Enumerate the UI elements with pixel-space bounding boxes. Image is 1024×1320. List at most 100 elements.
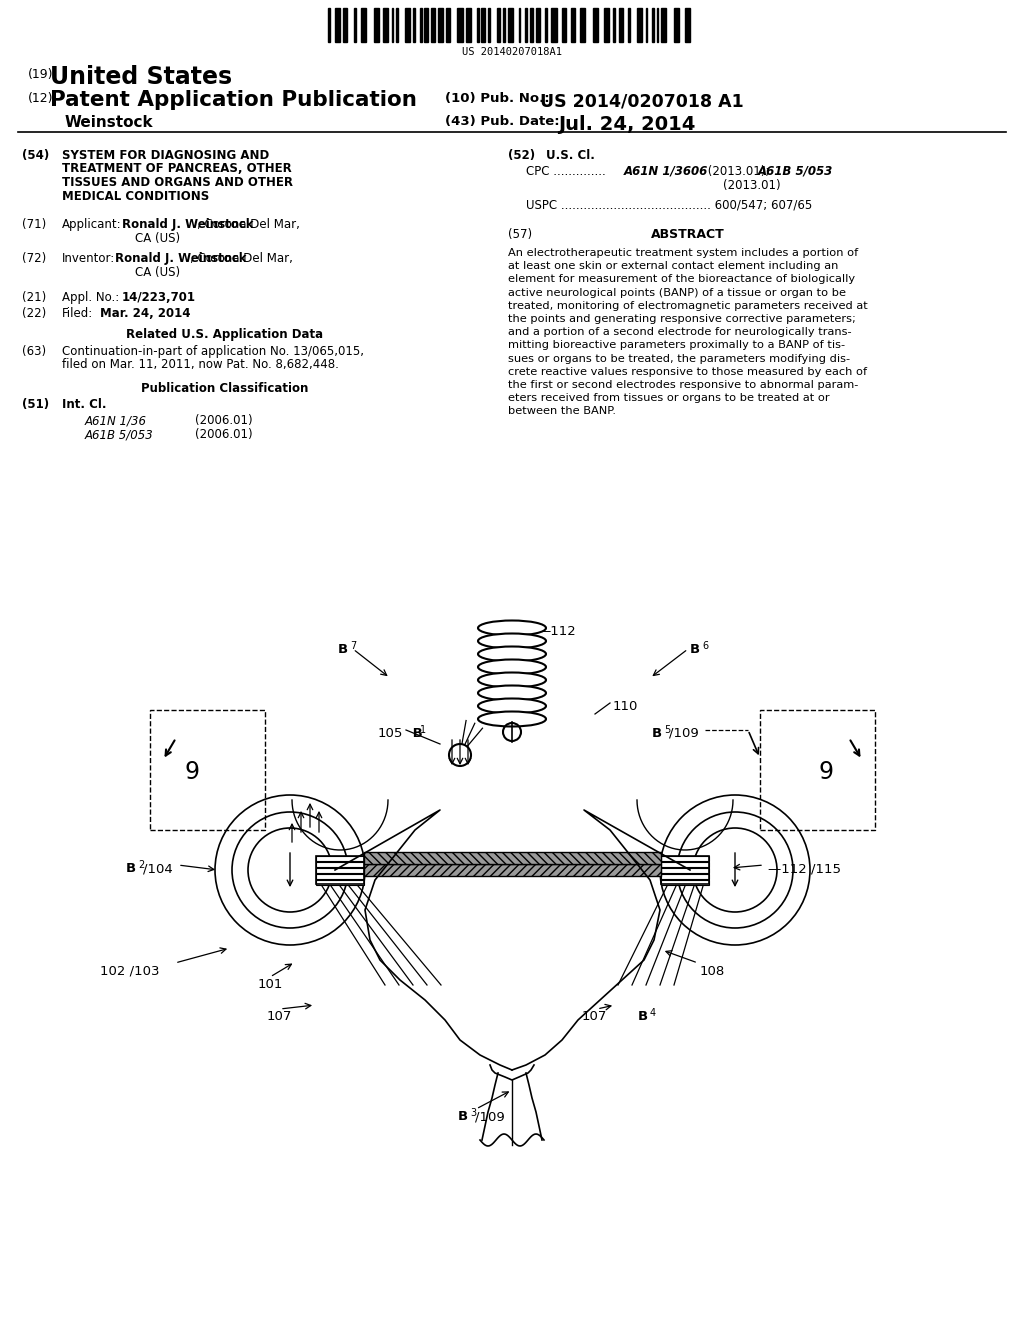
Text: 6: 6: [702, 642, 709, 651]
Text: (51): (51): [22, 399, 49, 411]
Text: TREATMENT OF PANCREAS, OTHER: TREATMENT OF PANCREAS, OTHER: [62, 162, 292, 176]
Bar: [383, 8, 388, 42]
Text: eters received from tissues or organs to be treated at or: eters received from tissues or organs to…: [508, 393, 829, 403]
Text: 108: 108: [700, 965, 725, 978]
Text: the points and generating responsive corrective parameters;: the points and generating responsive cor…: [508, 314, 856, 323]
Bar: [562, 8, 566, 42]
Text: Ronald J. Weinstock: Ronald J. Weinstock: [122, 218, 254, 231]
Bar: [335, 8, 340, 42]
Text: U.S. Cl.: U.S. Cl.: [546, 149, 595, 162]
Ellipse shape: [478, 685, 546, 701]
Text: (19): (19): [28, 69, 53, 81]
Text: Weinstock: Weinstock: [65, 115, 154, 129]
Bar: [662, 880, 709, 884]
Text: (52): (52): [508, 149, 536, 162]
Text: and a portion of a second electrode for neurologically trans-: and a portion of a second electrode for …: [508, 327, 852, 337]
Bar: [316, 869, 364, 873]
Bar: [150, 710, 265, 830]
Text: (43) Pub. Date:: (43) Pub. Date:: [445, 115, 560, 128]
Bar: [316, 880, 364, 884]
Text: US 2014/0207018 A1: US 2014/0207018 A1: [540, 92, 743, 110]
Text: B: B: [126, 862, 136, 875]
Text: , Corona Del Mar,: , Corona Del Mar,: [122, 218, 300, 231]
Bar: [404, 8, 410, 42]
Text: 9: 9: [818, 760, 833, 784]
Text: 107: 107: [267, 1010, 293, 1023]
Text: Patent Application Publication: Patent Application Publication: [50, 90, 417, 110]
Text: 4: 4: [650, 1008, 656, 1018]
Bar: [364, 865, 662, 876]
Text: Ep: Ep: [492, 620, 511, 634]
Text: Filed:: Filed:: [62, 308, 93, 319]
Text: (12): (12): [28, 92, 53, 106]
Text: crete reactive values responsive to those measured by each of: crete reactive values responsive to thos…: [508, 367, 867, 376]
Text: (10) Pub. No.:: (10) Pub. No.:: [445, 92, 550, 106]
Text: (2013.01);: (2013.01);: [705, 165, 773, 178]
Text: treated, monitoring of electromagnetic parameters received at: treated, monitoring of electromagnetic p…: [508, 301, 867, 310]
Bar: [316, 855, 364, 884]
Bar: [316, 874, 364, 879]
Text: 5: 5: [664, 725, 671, 735]
Text: Int. Cl.: Int. Cl.: [62, 399, 106, 411]
Text: Continuation-in-part of application No. 13/065,015,: Continuation-in-part of application No. …: [62, 345, 364, 358]
Bar: [628, 8, 630, 42]
Text: United States: United States: [50, 65, 232, 88]
Bar: [481, 8, 485, 42]
Bar: [477, 8, 479, 42]
Bar: [328, 8, 330, 42]
Bar: [424, 8, 428, 42]
Text: 105: 105: [378, 727, 403, 741]
Text: 9: 9: [185, 760, 200, 784]
Text: B: B: [690, 643, 700, 656]
Bar: [364, 851, 662, 865]
Text: 110: 110: [613, 700, 638, 713]
Bar: [637, 8, 642, 42]
Text: between the BANP.: between the BANP.: [508, 407, 616, 416]
Bar: [760, 710, 874, 830]
Bar: [662, 855, 709, 884]
Text: Publication Classification: Publication Classification: [141, 381, 308, 395]
Text: Mar. 24, 2014: Mar. 24, 2014: [100, 308, 190, 319]
Bar: [508, 8, 513, 42]
Text: SYSTEM FOR DIAGNOSING AND: SYSTEM FOR DIAGNOSING AND: [62, 149, 269, 162]
Text: element for measurement of the bioreactance of biologically: element for measurement of the bioreacta…: [508, 275, 855, 284]
Text: USPC ........................................ 600/547; 607/65: USPC ...................................…: [526, 198, 812, 211]
Bar: [545, 8, 547, 42]
Bar: [503, 8, 505, 42]
Bar: [529, 8, 534, 42]
Text: CA (US): CA (US): [135, 267, 180, 279]
Text: 7: 7: [350, 642, 356, 651]
Text: (22): (22): [22, 308, 46, 319]
Text: (21): (21): [22, 290, 46, 304]
Ellipse shape: [478, 620, 546, 635]
Text: 107: 107: [582, 1010, 607, 1023]
Bar: [662, 855, 709, 861]
Text: TISSUES AND ORGANS AND OTHER: TISSUES AND ORGANS AND OTHER: [62, 176, 293, 189]
Text: A61N 1/36: A61N 1/36: [85, 414, 147, 426]
Bar: [437, 8, 443, 42]
Text: ABSTRACT: ABSTRACT: [651, 228, 725, 242]
Text: B: B: [638, 1010, 648, 1023]
Text: mitting bioreactive parameters proximally to a BANP of tis-: mitting bioreactive parameters proximall…: [508, 341, 845, 350]
Text: /104: /104: [143, 862, 173, 875]
Text: B: B: [458, 1110, 468, 1123]
Text: Jul. 24, 2014: Jul. 24, 2014: [558, 115, 695, 135]
Ellipse shape: [478, 660, 546, 675]
Bar: [685, 8, 690, 42]
Bar: [552, 8, 557, 42]
Ellipse shape: [478, 647, 546, 661]
Bar: [660, 8, 667, 42]
Text: A61N 1/3606: A61N 1/3606: [624, 165, 709, 178]
Text: 2: 2: [138, 861, 144, 870]
Text: B: B: [338, 643, 348, 656]
Bar: [487, 8, 489, 42]
Text: A61B 5/053: A61B 5/053: [758, 165, 834, 178]
Text: 102 /103: 102 /103: [100, 965, 160, 978]
Ellipse shape: [478, 634, 546, 648]
Text: /109: /109: [475, 1110, 505, 1123]
Bar: [316, 862, 364, 867]
Text: Applicant:: Applicant:: [62, 218, 122, 231]
Text: Related U.S. Application Data: Related U.S. Application Data: [126, 327, 324, 341]
Bar: [662, 862, 709, 867]
Text: , Corona Del Mar,: , Corona Del Mar,: [115, 252, 293, 265]
